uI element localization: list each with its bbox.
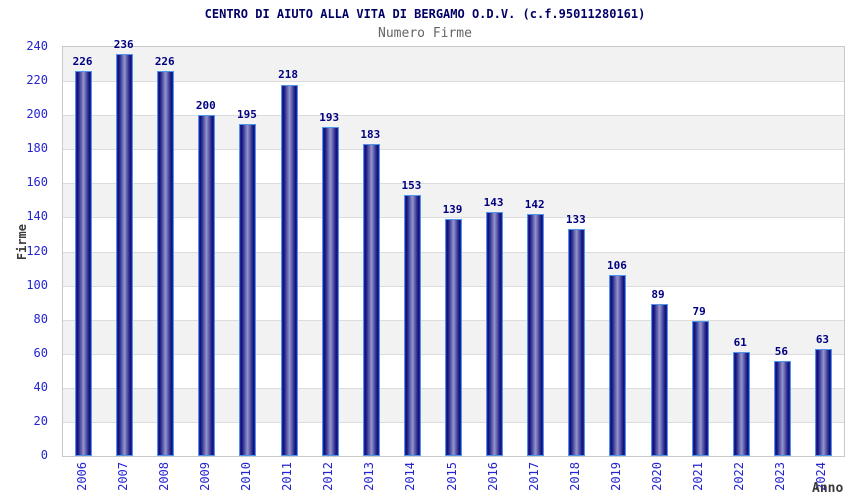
bar-value-label: 106 bbox=[606, 259, 627, 273]
bar-2011 bbox=[280, 84, 298, 456]
bar-2021 bbox=[691, 321, 709, 456]
bar-2008 bbox=[157, 70, 175, 456]
bar-2015 bbox=[445, 219, 462, 456]
bar-value-label: 183 bbox=[360, 128, 381, 142]
y-tick-label: 220 bbox=[26, 73, 48, 88]
bar-value-label: 143 bbox=[483, 196, 504, 210]
bar-2024 bbox=[814, 348, 832, 456]
y-tick-label: 180 bbox=[26, 141, 48, 156]
x-tick-label: 2015 bbox=[444, 462, 459, 491]
plot-band bbox=[63, 115, 844, 150]
x-axis-title: Anno bbox=[812, 481, 844, 496]
bar-2009 bbox=[198, 115, 216, 456]
chart-title: CENTRO DI AIUTO ALLA VITA DI BERGAMO O.D… bbox=[204, 7, 646, 21]
y-tick-label: 80 bbox=[33, 311, 48, 326]
bar-value-label: 56 bbox=[774, 344, 788, 358]
x-tick-label: 2021 bbox=[691, 462, 706, 491]
bar-value-label: 61 bbox=[733, 336, 747, 350]
x-tick-label: 2016 bbox=[485, 462, 500, 491]
bar-value-label: 142 bbox=[524, 198, 545, 211]
bar-value-label: 193 bbox=[319, 111, 340, 125]
bar-2019 bbox=[609, 275, 627, 456]
bar-2012 bbox=[321, 127, 339, 456]
bar-2014 bbox=[403, 195, 421, 456]
x-tick-label: 2009 bbox=[197, 462, 212, 491]
gridline bbox=[63, 149, 844, 151]
bar-2013 bbox=[362, 144, 380, 456]
plot-band bbox=[63, 47, 844, 82]
x-tick-label: 2019 bbox=[608, 462, 623, 491]
x-tick-label: 2022 bbox=[732, 462, 747, 491]
plot-band bbox=[63, 149, 844, 184]
bar-2017 bbox=[527, 214, 545, 456]
y-tick-label: 60 bbox=[33, 345, 48, 360]
x-tick-label: 2010 bbox=[238, 462, 253, 491]
bar-2006 bbox=[75, 70, 93, 456]
x-tick-label: 2023 bbox=[773, 462, 788, 491]
bar-value-label: 236 bbox=[113, 37, 134, 51]
x-tick-label: 2012 bbox=[321, 462, 336, 491]
y-tick-label: 100 bbox=[26, 277, 48, 292]
bar-2016 bbox=[486, 212, 504, 456]
x-tick-label: 2017 bbox=[526, 462, 541, 491]
y-tick-label: 20 bbox=[33, 413, 48, 428]
y-tick-label: 240 bbox=[26, 39, 48, 53]
x-tick-label: 2020 bbox=[650, 462, 665, 491]
x-tick-label: 2014 bbox=[403, 462, 418, 491]
y-tick-label: 0 bbox=[40, 448, 48, 462]
x-tick-label: 2008 bbox=[156, 462, 171, 491]
y-tick-label: 160 bbox=[26, 175, 48, 190]
x-tick-label: 2007 bbox=[115, 462, 130, 491]
bar-value-label: 226 bbox=[154, 54, 175, 68]
plot-band bbox=[63, 81, 844, 116]
bar-value-label: 139 bbox=[442, 203, 463, 217]
bar-value-label: 200 bbox=[195, 99, 216, 113]
gridline bbox=[63, 217, 844, 219]
y-tick-label: 120 bbox=[26, 243, 48, 258]
x-tick-label: 2006 bbox=[74, 462, 89, 491]
y-tick-label: 200 bbox=[26, 107, 48, 122]
bar-2010 bbox=[239, 123, 257, 456]
bar-2022 bbox=[732, 352, 750, 456]
bar-2007 bbox=[116, 53, 134, 456]
bar-value-label: 195 bbox=[237, 107, 257, 121]
gridline bbox=[63, 81, 844, 83]
bar-2020 bbox=[650, 304, 668, 456]
bar-2018 bbox=[568, 229, 586, 456]
bar-value-label: 218 bbox=[278, 68, 299, 82]
x-tick-label: 2018 bbox=[567, 462, 582, 491]
gridline bbox=[63, 183, 844, 185]
chart-subtitle: Numero Firme bbox=[378, 26, 472, 41]
y-tick-label: 140 bbox=[26, 209, 48, 224]
bar-value-label: 133 bbox=[565, 213, 586, 227]
x-tick-label: 2013 bbox=[362, 462, 377, 491]
bar-value-label: 89 bbox=[651, 288, 665, 302]
plot-band bbox=[63, 183, 844, 218]
y-tick-label: 40 bbox=[33, 379, 48, 394]
bar-2023 bbox=[773, 360, 791, 456]
bar-value-label: 63 bbox=[815, 332, 830, 346]
plot-area bbox=[62, 46, 845, 457]
x-tick-label: 2011 bbox=[280, 462, 295, 491]
bar-value-label: 153 bbox=[401, 179, 422, 193]
gridline bbox=[63, 115, 844, 117]
bar-value-label: 226 bbox=[72, 54, 93, 68]
bar-value-label: 79 bbox=[692, 305, 706, 319]
